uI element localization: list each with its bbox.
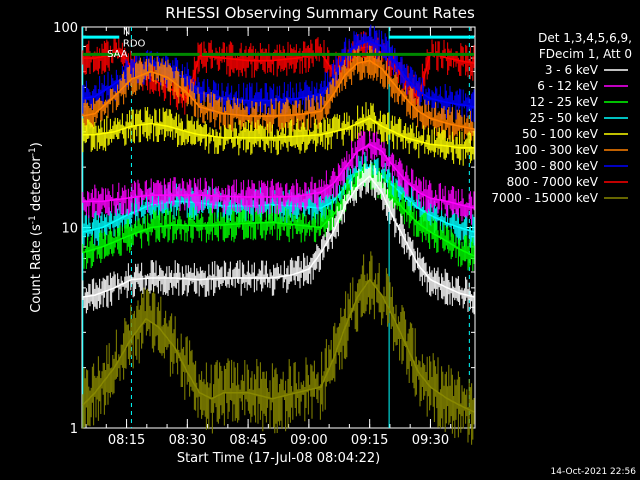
- x-tick-label: 09:00: [290, 433, 327, 448]
- footer-timestamp: 14-Oct-2021 22:56: [551, 467, 637, 477]
- flag-label-saa: SAA: [107, 49, 128, 60]
- series-line-50-100-kev: [82, 117, 475, 149]
- series-line-6-12-kev: [82, 143, 475, 209]
- series-noise-6-12-kev: [82, 130, 475, 225]
- x-axis-label: Start Time (17-Jul-08 08:04:22): [177, 451, 380, 466]
- y-tick-label: 10: [61, 222, 78, 237]
- y-tick-label: 100: [53, 21, 78, 36]
- y-tick-label: 1: [70, 422, 78, 437]
- legend-label: 50 - 100 keV: [522, 127, 599, 141]
- legend-label: 6 - 12 keV: [537, 79, 599, 93]
- legend-label: 300 - 800 keV: [514, 159, 598, 173]
- chart-title: RHESSI Observing Summary Count Rates: [165, 4, 475, 22]
- legend-label: 7000 - 15000 keV: [491, 191, 598, 205]
- series-line-25-50-kev: [82, 166, 475, 233]
- series-line-100-300-kev: [82, 59, 475, 130]
- series-line-7000-15000-kev: [82, 278, 475, 413]
- x-tick-label: 08:15: [108, 433, 145, 448]
- y-axis-label: Count Rate (s-1 detector-1): [28, 142, 44, 313]
- flag-label-n: N: [123, 26, 130, 37]
- x-tick-label: 08:30: [169, 433, 206, 448]
- legend-label: 12 - 25 keV: [530, 95, 599, 109]
- legend-header-sub: FDecim 1, Att 0: [539, 47, 632, 61]
- x-tick-label: 09:30: [412, 433, 449, 448]
- x-tick-label: 09:15: [351, 433, 388, 448]
- legend-header: Det 1,3,4,5,6,9,: [538, 31, 632, 45]
- flag-label-rdo: RDO: [123, 38, 146, 49]
- legend-label: 800 - 7000 keV: [507, 175, 599, 189]
- legend-label: 25 - 50 keV: [530, 111, 599, 125]
- x-tick-label: 08:45: [229, 433, 266, 448]
- series-line-12-25-kev: [82, 175, 475, 257]
- legend-label: 100 - 300 keV: [514, 143, 598, 157]
- legend-label: 3 - 6 keV: [545, 63, 599, 77]
- series-line-3-6-kev: [82, 175, 475, 298]
